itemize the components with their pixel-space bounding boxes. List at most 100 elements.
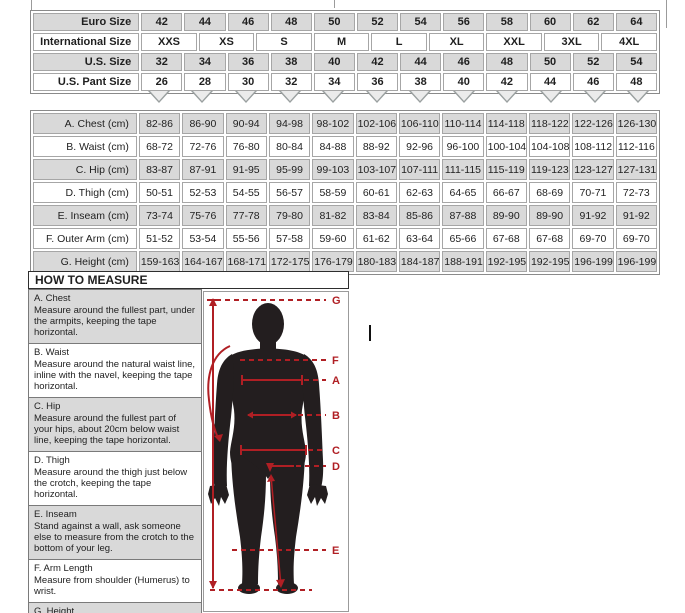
value-cell: 159-163 [138,251,181,272]
row-label: F. Outer Arm (cm) [33,228,137,249]
value-cell: 85-86 [398,205,441,226]
value-cell: 80-84 [268,136,311,157]
row-label: A. Chest (cm) [33,113,137,134]
value-cell: 63-64 [398,228,441,249]
value-cell: 196-199 [572,251,614,272]
down-arrow-icon [627,91,650,103]
column-arrow-slot [268,91,312,103]
value-cell: 106-110 [398,113,441,134]
value-cell: 122-126 [572,113,614,134]
row-label: B. Waist (cm) [33,136,137,157]
text-cursor [369,325,371,341]
value-cell: 176-179 [312,251,354,272]
value-cell: 57-58 [268,228,311,249]
measure-instruction-item: A. Chest Measure around the fullest part,… [28,289,202,344]
down-arrow-icon [147,91,170,103]
value-cell: 48 [486,53,528,71]
label-c: C [332,445,340,457]
row-label: G. Height (cm) [33,251,137,272]
row-label: International Size [33,33,140,51]
value-cell: 66-67 [485,182,527,203]
value-cell: 32 [141,53,183,71]
value-cell: 91-95 [225,159,267,180]
value-cell: 52-53 [182,182,224,203]
down-arrow-icon [234,91,257,103]
column-arrows-row [137,91,660,103]
value-cell: 52 [572,53,614,71]
value-cell: 54-55 [225,182,267,203]
instruction-title: E. Inseam [34,509,77,520]
value-cell: 54 [400,13,442,31]
value-cell: 70-71 [572,182,614,203]
body-measurement-table: A. Chest (cm) 82-86 86-90 90-94 94-98 98-102 1… [30,110,660,275]
value-cell: 50 [313,13,355,31]
value-cell: 119-123 [528,159,571,180]
value-cell: 62 [572,13,614,31]
label-a: A [332,375,340,387]
value-cell: 90-94 [225,113,267,134]
instruction-text: Measure around the fullest part, under t… [34,305,196,338]
value-cell: 81-82 [312,205,354,226]
instruction-title: B. Waist [34,347,70,358]
measure-instruction-item: D. Thigh Measure around the thigh just be… [28,451,202,506]
value-cell: 82-86 [138,113,181,134]
column-arrow-slot [529,91,573,103]
page-edge-artifact [666,0,667,28]
value-cell: 44 [400,53,442,71]
value-cell: 100-104 [485,136,527,157]
column-arrow-slot [311,91,355,103]
value-cell: 61-62 [355,228,397,249]
measurement-labels: G F A B C D E [332,295,341,557]
column-arrow-slot [486,91,530,103]
value-cell: 115-119 [485,159,527,180]
measure-instruction-item: C. Hip Measure around the fullest part of… [28,397,202,452]
value-cell: L [371,33,427,51]
value-cell: 42 [141,13,183,31]
value-cell: 95-99 [268,159,311,180]
value-cell: 30 [227,73,269,91]
value-cell: 46 [572,73,614,91]
value-cell: 84-88 [312,136,354,157]
how-to-measure-list: A. Chest Measure around the fullest part,… [28,289,202,613]
page-edge-artifact [31,0,32,12]
value-cell: 69-70 [572,228,614,249]
value-cell: 92-96 [398,136,441,157]
value-cell: 58-59 [312,182,354,203]
value-cell: 42 [356,53,399,71]
instruction-title: A. Chest [34,293,71,304]
value-cell: 40 [443,73,485,91]
value-cell: 104-108 [528,136,571,157]
value-cell: 96-100 [442,136,484,157]
value-cell: 184-187 [398,251,441,272]
value-cell: 72-76 [182,136,224,157]
column-arrow-slot [573,91,617,103]
value-cell: 50-51 [138,182,181,203]
value-cell: 32 [270,73,312,91]
value-cell: 87-91 [182,159,224,180]
instruction-title: C. Hip [34,401,61,412]
down-arrow-icon [278,91,301,103]
value-cell: 164-167 [182,251,224,272]
value-cell: 83-87 [138,159,181,180]
value-cell: 28 [184,73,226,91]
value-cell: XL [428,33,485,51]
value-cell: XXS [141,33,197,51]
value-cell: 192-195 [528,251,571,272]
value-cell: 40 [313,53,355,71]
label-b: B [332,410,340,422]
value-cell: 58 [486,13,528,31]
value-cell: 91-92 [572,205,614,226]
instruction-text: Measure around the natural waist line, i… [34,359,196,392]
down-arrow-icon [322,91,345,103]
value-cell: XXL [486,33,542,51]
value-cell: 180-183 [355,251,397,272]
value-cell: 110-114 [442,113,484,134]
value-cell: 76-80 [225,136,267,157]
value-cell: 87-88 [442,205,484,226]
value-cell: 26 [141,73,183,91]
measure-instruction-item: B. Waist Measure around the natural waist… [28,343,202,398]
value-cell: 67-68 [485,228,527,249]
instruction-text: Stand against a wall, ask someone else t… [34,521,194,554]
value-cell: 38 [270,53,312,71]
down-arrow-icon [539,91,562,103]
